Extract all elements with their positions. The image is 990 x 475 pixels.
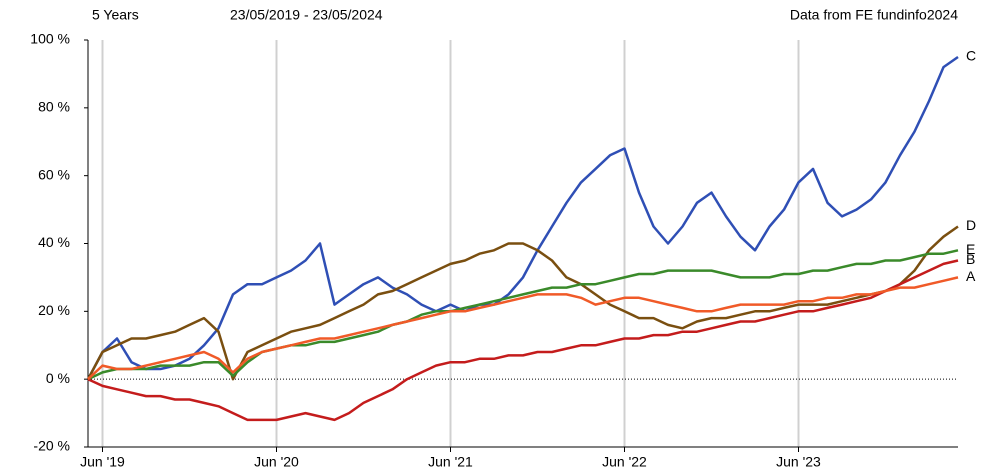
series-label: C xyxy=(966,48,976,64)
series-line xyxy=(87,259,959,422)
series-label: E xyxy=(966,241,975,257)
x-tick-label: Jun '20 xyxy=(254,454,299,470)
y-tick-label: 100 % xyxy=(30,31,70,47)
series-line xyxy=(86,225,959,381)
x-tick-label: Jun '23 xyxy=(776,454,821,470)
x-tick-label: Jun '19 xyxy=(80,454,125,470)
series-line xyxy=(86,55,959,380)
source-note: Data from FE fundinfo2024 xyxy=(790,7,958,23)
y-tick-label: 60 % xyxy=(38,166,70,182)
chart-subtitle: 23/05/2019 - 23/05/2024 xyxy=(230,7,383,23)
x-tick-label: Jun '22 xyxy=(602,454,647,470)
series-label: A xyxy=(966,268,976,284)
series-line xyxy=(87,276,959,381)
series-label: D xyxy=(966,217,976,233)
y-tick-label: 0 % xyxy=(46,370,70,386)
series-label: B xyxy=(966,251,975,267)
y-tick-label: -20 % xyxy=(33,438,70,454)
series-line xyxy=(87,249,959,381)
y-tick-label: 80 % xyxy=(38,99,70,115)
x-tick-label: Jun '21 xyxy=(428,454,473,470)
chart-title: 5 Years xyxy=(92,7,139,23)
y-tick-label: 40 % xyxy=(38,234,70,250)
y-tick-label: 20 % xyxy=(38,302,70,318)
